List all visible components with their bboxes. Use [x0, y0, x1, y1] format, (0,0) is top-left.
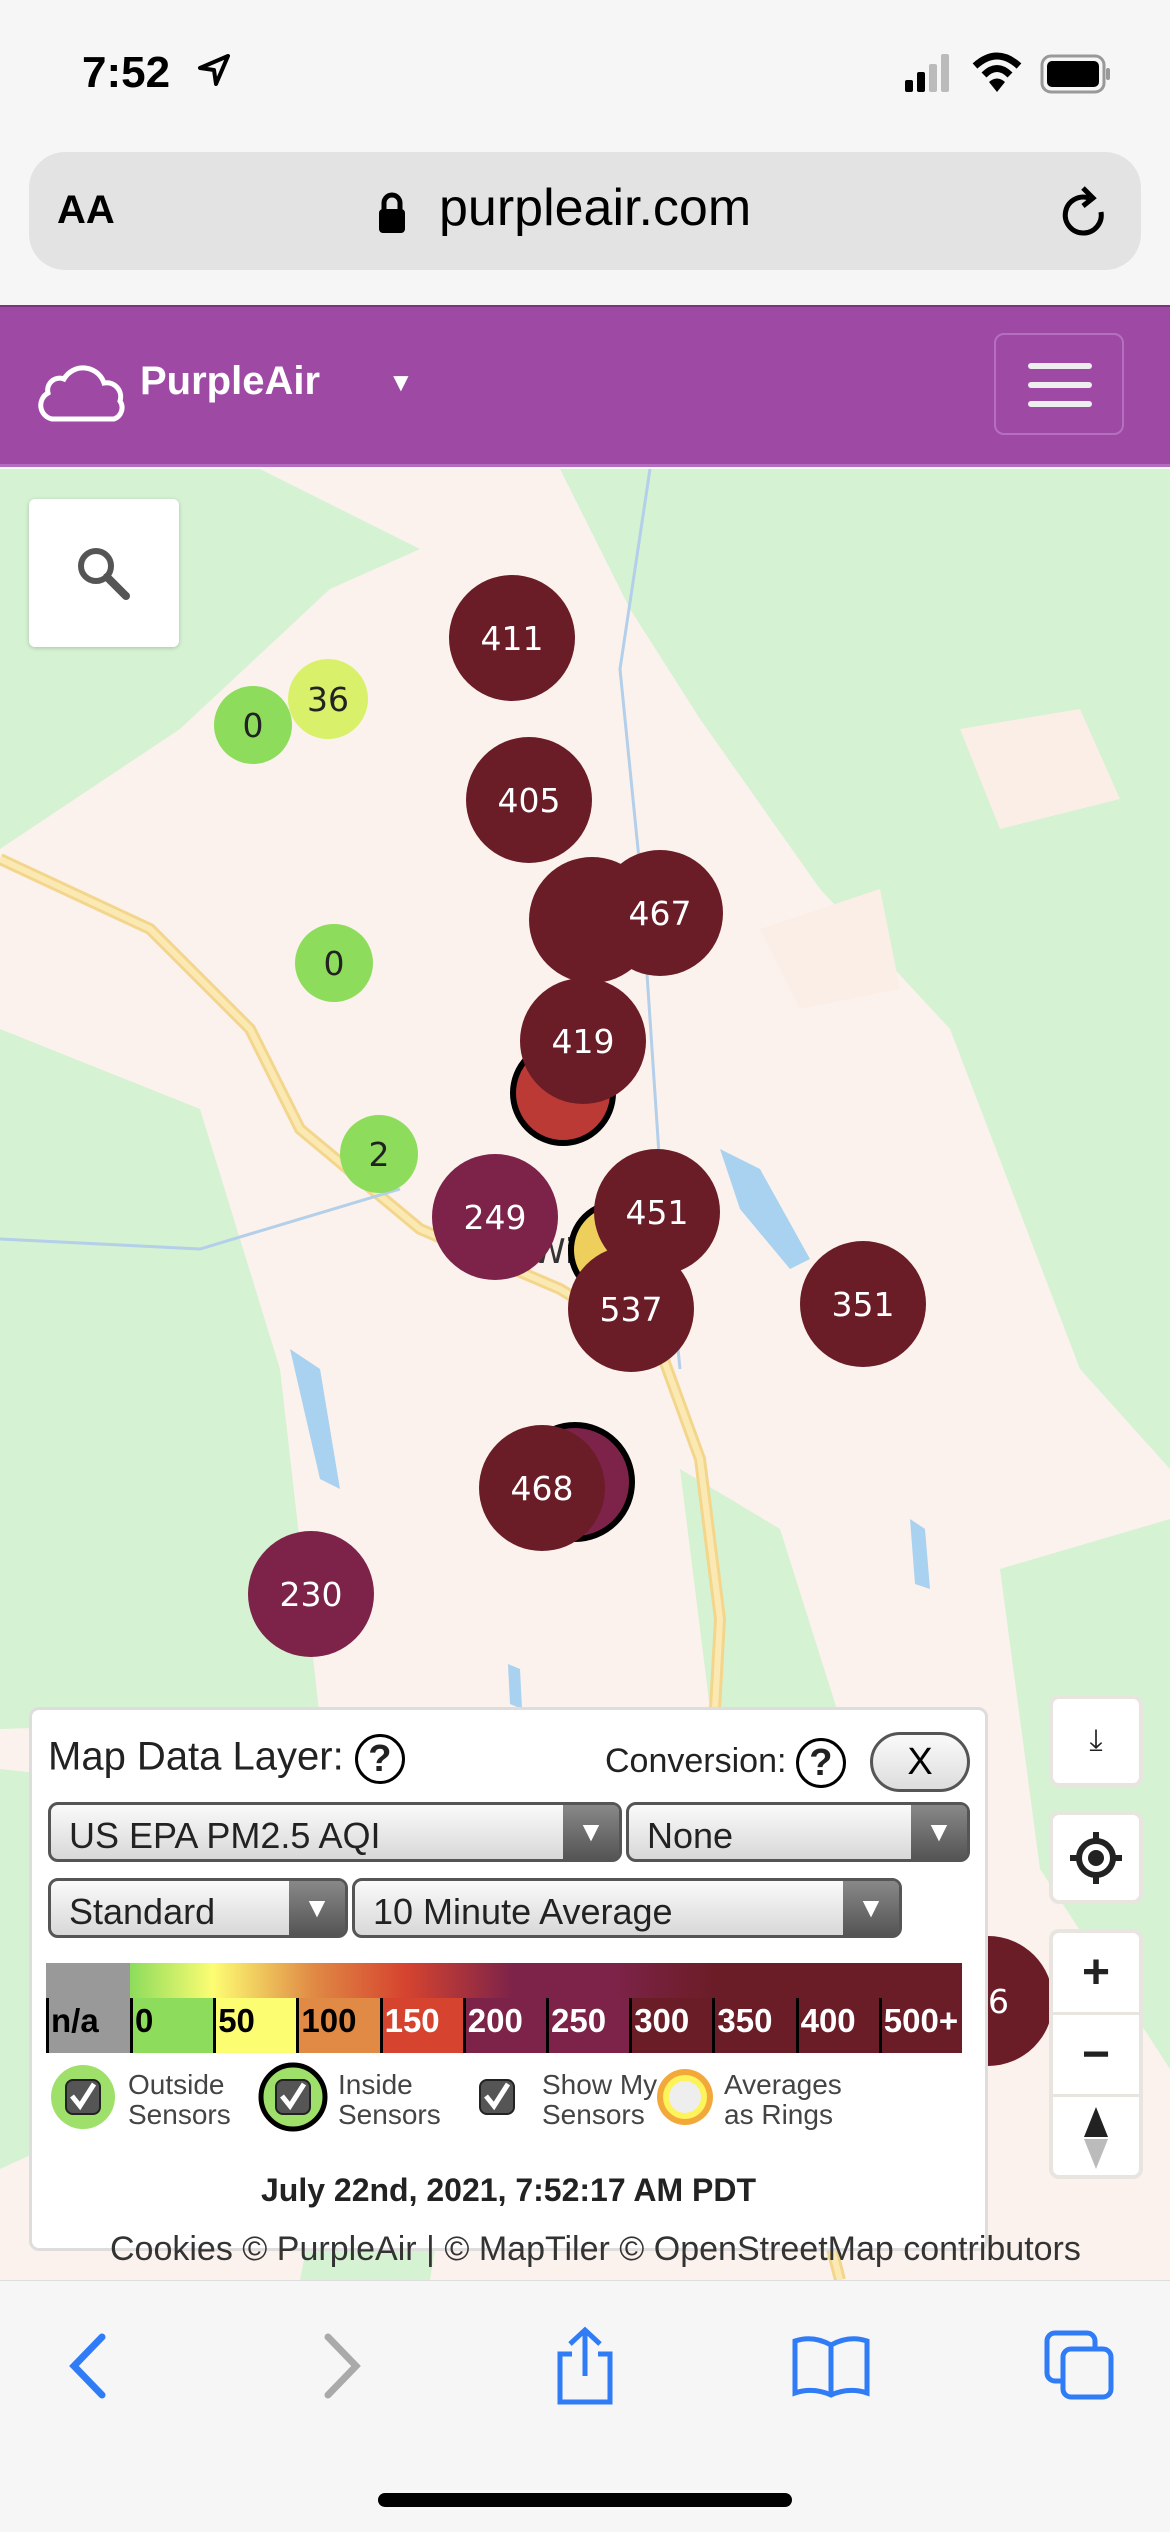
- scale-label: 350: [712, 1998, 796, 2053]
- conversion-label: Conversion:: [605, 1741, 787, 1780]
- sensor-marker[interactable]: 537: [568, 1246, 694, 1372]
- conversion-help-icon[interactable]: ?: [795, 1738, 846, 1788]
- book-icon: [792, 2336, 870, 2398]
- reload-icon[interactable]: [1059, 186, 1109, 242]
- dropdown-arrow-icon: ▼: [843, 1881, 899, 1935]
- conversion-select-value: None: [647, 1815, 734, 1856]
- checkbox-show-my[interactable]: Show My Sensors: [462, 2070, 657, 2130]
- checkbox-label: Outside: [128, 2069, 225, 2100]
- download-button[interactable]: ⤓: [1049, 1695, 1143, 1787]
- scale-label: 0: [130, 1998, 214, 2053]
- conversion-select[interactable]: None ▼: [626, 1802, 970, 1862]
- scale-label: 300: [629, 1998, 713, 2053]
- share-button[interactable]: [540, 2321, 630, 2411]
- location-arrow-icon: [198, 54, 230, 86]
- dropdown-arrow-icon: ▼: [563, 1805, 619, 1859]
- tabs-button[interactable]: [1035, 2321, 1125, 2411]
- dropdown-arrow-icon: ▼: [911, 1805, 967, 1859]
- brand-dropdown-icon[interactable]: ▼: [388, 367, 414, 397]
- scale-label: n/a: [46, 1998, 130, 2053]
- home-indicator: [378, 2493, 792, 2507]
- clock: 7:52: [82, 48, 171, 97]
- scale-label: 150: [379, 1998, 463, 2053]
- checkbox-checked-icon: [258, 2062, 328, 2132]
- dropdown-arrow-icon: ▼: [289, 1881, 345, 1935]
- scale-label: 400: [795, 1998, 879, 2053]
- sensor-marker[interactable]: 419: [520, 978, 646, 1104]
- checkbox-label: Sensors: [542, 2099, 645, 2130]
- ring-toggle-icon: [657, 2069, 713, 2125]
- search-button[interactable]: [29, 499, 179, 647]
- sensor-marker[interactable]: 2: [340, 1115, 418, 1193]
- compass-icon[interactable]: [1076, 2103, 1116, 2173]
- tabs-icon: [1044, 2330, 1114, 2400]
- scale-label: 250: [546, 1998, 630, 2053]
- checkbox-label: Sensors: [128, 2099, 231, 2130]
- checkbox-label: Averages: [724, 2069, 842, 2100]
- timestamp: July 22nd, 2021, 7:52:17 AM PDT: [260, 2172, 756, 2208]
- checkbox-outside[interactable]: Outside Sensors: [48, 2065, 231, 2130]
- scale-label: 100: [296, 1998, 380, 2053]
- locate-icon: [1070, 1831, 1122, 1884]
- scale-select-value: Standard: [69, 1891, 216, 1932]
- zoom-in-button[interactable]: +: [1053, 1933, 1139, 2015]
- site-header: PurpleAir ▼: [0, 305, 1170, 467]
- layer-select-value: US EPA PM2.5 AQI: [69, 1815, 381, 1856]
- wifi-icon: [972, 52, 1022, 92]
- locate-button[interactable]: [1049, 1811, 1143, 1904]
- zoom-controls: + −: [1049, 1929, 1143, 2179]
- sensor-marker[interactable]: 351: [800, 1241, 926, 1367]
- sensor-marker[interactable]: 230: [248, 1531, 374, 1657]
- hamburger-menu-button[interactable]: [994, 333, 1124, 435]
- lock-icon: [379, 192, 405, 233]
- sensor-marker[interactable]: 36: [288, 659, 368, 739]
- layer-help-icon[interactable]: ?: [354, 1734, 405, 1784]
- forward-button[interactable]: [296, 2321, 386, 2411]
- sensor-marker[interactable]: 411: [449, 575, 575, 701]
- forward-chevron-icon: [324, 2333, 361, 2399]
- battery-icon: [1040, 54, 1110, 94]
- cloud-logo-icon[interactable]: [38, 357, 128, 425]
- map-data-layer-panel: Map Data Layer: ? Conversion: ? X US EPA…: [29, 1707, 988, 2251]
- checkbox-inside[interactable]: Inside Sensors: [258, 2062, 441, 2132]
- brand-name[interactable]: PurpleAir: [140, 359, 321, 403]
- signal-icon: [905, 54, 949, 92]
- checkbox-label: as Rings: [724, 2099, 833, 2130]
- sensor-marker[interactable]: 467: [597, 850, 723, 976]
- checkbox-averages[interactable]: Averages as Rings: [650, 2069, 842, 2130]
- zoom-out-button[interactable]: −: [1053, 2015, 1139, 2097]
- download-icon: ⤓: [1089, 1724, 1103, 1757]
- browser-toolbar: [0, 2280, 1170, 2532]
- layer-select[interactable]: US EPA PM2.5 AQI ▼: [48, 1802, 622, 1862]
- checkbox-label: Show My: [542, 2069, 658, 2100]
- map-attribution[interactable]: Cookies © PurpleAir | © MapTiler © OpenS…: [110, 2230, 1081, 2268]
- sensor-marker[interactable]: 405: [466, 737, 592, 863]
- share-icon: [557, 2326, 613, 2405]
- average-select[interactable]: 10 Minute Average ▼: [352, 1878, 902, 1938]
- close-panel-button[interactable]: X: [870, 1732, 970, 1792]
- url-text[interactable]: purpleair.com: [439, 179, 752, 237]
- scale-label: 500+: [878, 1998, 962, 2053]
- checkbox-checked-icon: [51, 2065, 115, 2129]
- bookmarks-button[interactable]: [786, 2321, 876, 2411]
- status-bar: 7:52: [0, 0, 1170, 150]
- average-select-value: 10 Minute Average: [373, 1891, 673, 1932]
- scale-select[interactable]: Standard ▼: [48, 1878, 348, 1938]
- sensor-marker[interactable]: 0: [295, 924, 373, 1002]
- checkbox-label: Inside: [338, 2069, 413, 2100]
- checkbox-label: Sensors: [338, 2099, 441, 2130]
- back-chevron-icon: [69, 2333, 106, 2399]
- search-icon: [78, 548, 130, 600]
- aqi-color-scale: n/a 0 50 100 150 200 250 300 350 400 500+: [46, 1963, 962, 2053]
- sensor-marker[interactable]: 249: [432, 1154, 558, 1280]
- sensor-marker[interactable]: 468: [479, 1425, 605, 1551]
- scale-label: 200: [462, 1998, 546, 2053]
- map-data-layer-label: Map Data Layer:: [48, 1734, 344, 1779]
- checkbox-checked-icon: [479, 2079, 515, 2115]
- scale-label: 50: [213, 1998, 297, 2053]
- text-size-button[interactable]: AA: [57, 188, 115, 232]
- address-bar[interactable]: AA purpleair.com: [29, 152, 1141, 270]
- sensor-marker[interactable]: 0: [214, 686, 292, 764]
- back-button[interactable]: [44, 2321, 134, 2411]
